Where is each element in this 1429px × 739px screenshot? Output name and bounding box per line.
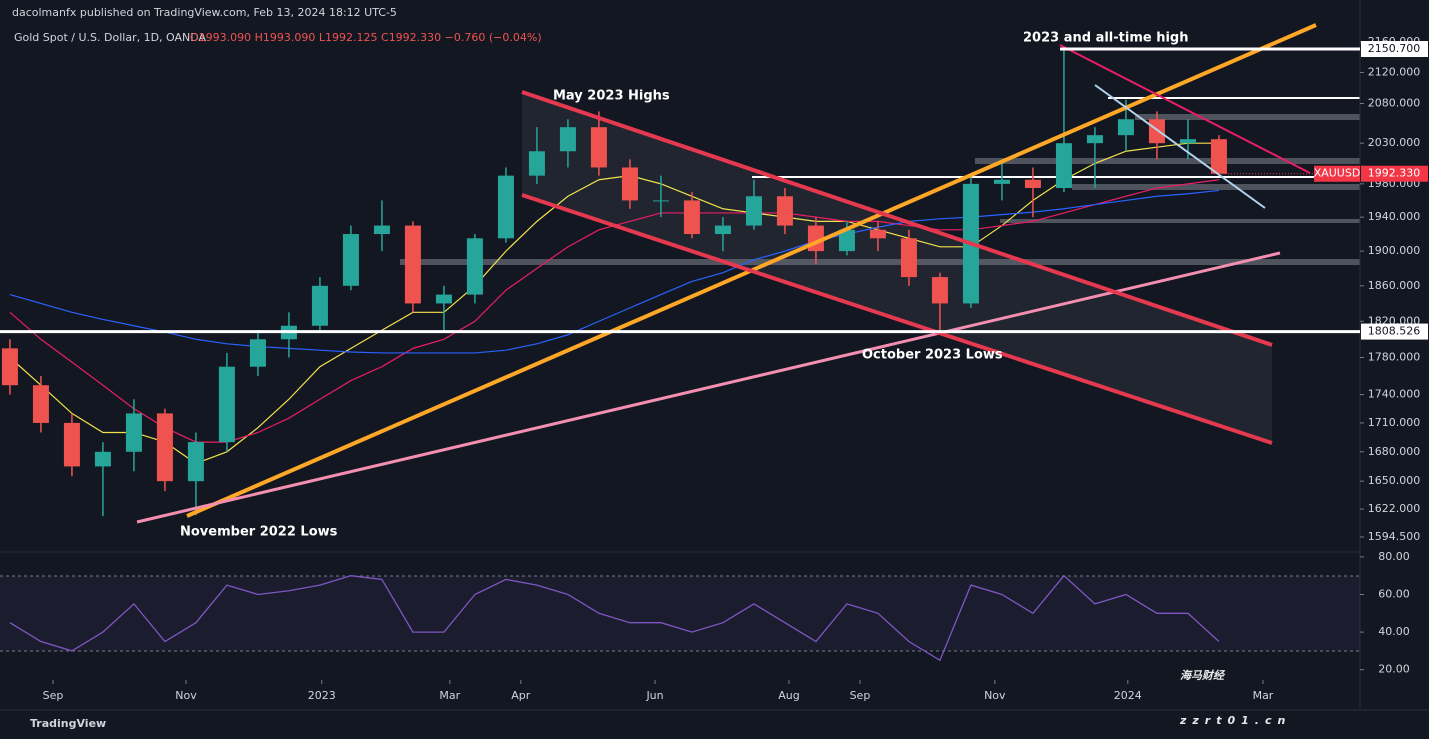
candle-body: [714, 225, 731, 235]
candle-body: [993, 179, 1010, 184]
channel-fill: [522, 92, 1272, 443]
candle-body: [311, 285, 328, 326]
y-tick-label: 1940.000: [1368, 210, 1421, 223]
candle-body: [1024, 179, 1041, 188]
candle-body: [1210, 139, 1227, 174]
y-tick-label: 1860.000: [1368, 279, 1421, 292]
moving-average: [9, 189, 1220, 354]
symbol-tag: [1314, 165, 1360, 182]
annotation: October 2023 Lows: [862, 348, 1003, 363]
symbol-label: XAUUSD: [1314, 167, 1361, 180]
zone: [975, 158, 1360, 164]
candle-body: [1117, 119, 1134, 136]
candle-body: [466, 238, 483, 295]
rsi-tick-label: 80.00: [1378, 550, 1410, 563]
zone: [1135, 114, 1360, 120]
candle-body: [404, 225, 421, 304]
x-tick-label: Sep: [850, 689, 871, 702]
y-tick-label: 2120.000: [1368, 65, 1421, 78]
candle-body: [497, 175, 514, 239]
x-tick-label: Nov: [984, 689, 1006, 702]
candle-body: [931, 277, 948, 304]
candle-body: [900, 238, 917, 278]
y-tick-label: 1740.000: [1368, 388, 1421, 401]
candle-body: [776, 196, 793, 226]
candle-body: [156, 413, 173, 482]
y-tick-label: 2030.000: [1368, 136, 1421, 149]
candle-body: [838, 229, 855, 252]
annotation: 2023 and all-time high: [1023, 31, 1188, 46]
rsi-band: [0, 576, 1360, 651]
legend-text: Gold Spot / U.S. Dollar, 1D, OANDA: [14, 31, 207, 44]
author-line: dacolmanfx published on TradingView.com,…: [12, 6, 397, 19]
y-tick-label: 2080.000: [1368, 97, 1421, 110]
y-tick-label: 1622.000: [1368, 502, 1421, 515]
candle-body: [1055, 143, 1072, 188]
x-tick-label: Mar: [439, 689, 460, 702]
level-tag: [1361, 41, 1428, 58]
candle-body: [1, 348, 18, 386]
trendline: [136, 251, 1281, 524]
y-tick-label: 1650.000: [1368, 474, 1421, 487]
annotation: May 2023 Highs: [553, 89, 670, 104]
rsi-line: [9, 574, 1220, 662]
candle-body: [652, 200, 669, 202]
candle-body: [63, 422, 80, 467]
y-tick-label: 1900.000: [1368, 244, 1421, 257]
annotation: November 2022 Lows: [180, 525, 338, 540]
candle-body: [621, 167, 638, 201]
rsi-tick-label: 40.00: [1378, 625, 1410, 638]
price-label: 1992.330: [1368, 167, 1421, 180]
ohlc-text: O1993.090 H1993.090 L1992.125 C1992.330 …: [190, 31, 542, 44]
candle-body: [373, 225, 390, 235]
y-tick-label: 1594.500: [1368, 530, 1421, 543]
channel-line: [521, 193, 1273, 445]
footer-brand: TradingView: [30, 717, 106, 730]
channel-line: [521, 90, 1273, 347]
rsi-tick-label: 20.00: [1378, 663, 1410, 676]
level-label: 1808.526: [1368, 325, 1421, 338]
x-tick-label: Mar: [1253, 689, 1274, 702]
candle-body: [187, 442, 204, 482]
candle-body: [559, 127, 576, 152]
candle-body: [435, 294, 452, 304]
y-tick-label: 1710.000: [1368, 416, 1421, 429]
y-tick-label: 1780.000: [1368, 350, 1421, 363]
zone: [1000, 219, 1360, 223]
watermark: zzrt01.cn: [1179, 714, 1291, 727]
x-tick-label: Aug: [778, 689, 799, 702]
candle-body: [249, 339, 266, 367]
trendline: [1059, 44, 1311, 174]
x-tick-label: Nov: [175, 689, 197, 702]
price-tag: [1361, 165, 1428, 182]
candle-body: [683, 200, 700, 235]
x-tick-label: 2023: [308, 689, 336, 702]
zone: [400, 259, 1360, 265]
zone: [1072, 184, 1360, 190]
candle-body: [528, 151, 545, 176]
candle-body: [745, 196, 762, 226]
trendline: [1094, 84, 1266, 209]
level-label: 2150.700: [1368, 42, 1421, 55]
watermark: 海马财经: [1180, 669, 1226, 682]
candle-body: [1179, 139, 1196, 144]
x-tick-label: Sep: [43, 689, 64, 702]
candle-body: [94, 451, 111, 467]
candle-body: [1148, 119, 1165, 144]
candle-body: [342, 234, 359, 286]
x-tick-label: 2024: [1114, 689, 1142, 702]
candle-body: [869, 229, 886, 239]
y-tick-label: 1680.000: [1368, 445, 1421, 458]
candle-body: [1086, 135, 1103, 144]
rsi-tick-label: 60.00: [1378, 587, 1410, 600]
candle-body: [32, 385, 49, 423]
candle-body: [125, 413, 142, 452]
level-tag: [1361, 323, 1428, 340]
x-tick-label: Apr: [511, 689, 531, 702]
x-tick-label: Jun: [645, 689, 663, 702]
candle-body: [590, 127, 607, 168]
candle-body: [218, 366, 235, 443]
